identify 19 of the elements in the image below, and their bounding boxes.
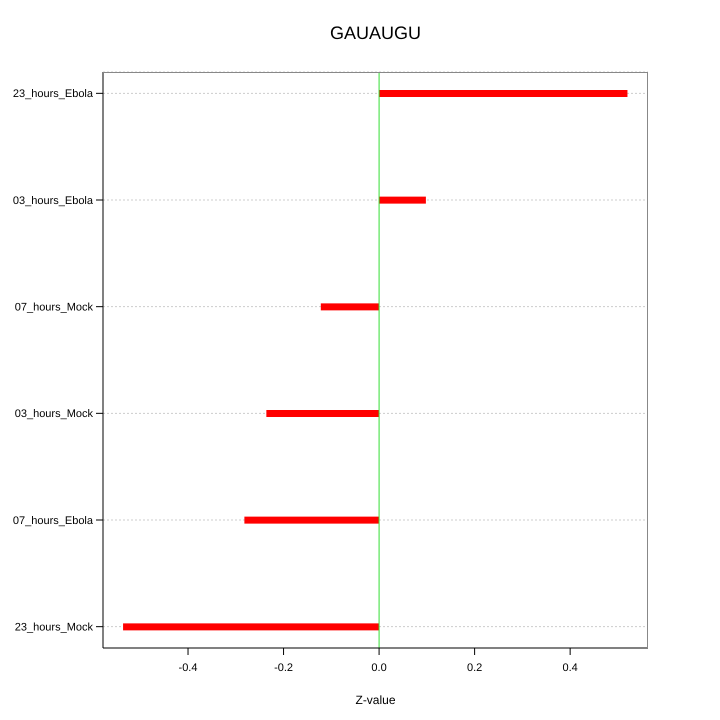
y-tick-label: 07_hours_Ebola — [12, 514, 94, 527]
x-tick-label: 0.4 — [562, 662, 578, 674]
x-tick-label: -0.2 — [274, 662, 294, 674]
y-tick-label: 07_hours_Mock — [14, 302, 94, 314]
y-tick-label: 03_hours_Mock — [14, 408, 94, 420]
y-tick-label: 23_hours_Ebola — [12, 88, 94, 100]
x-tick-label: 0.2 — [466, 662, 482, 674]
y-tick-label: 03_hours_Ebola — [12, 194, 94, 207]
bar — [244, 516, 380, 524]
chart-title: GAUAUGU — [328, 22, 422, 44]
x-axis-title: Z-value — [355, 693, 396, 707]
bar — [379, 90, 628, 97]
bar — [379, 196, 426, 204]
x-tick-label: -0.4 — [178, 662, 198, 674]
y-tick-label: 23_hours_Mock — [14, 622, 94, 634]
bar — [320, 303, 380, 310]
bar — [123, 623, 380, 630]
bar — [266, 410, 380, 417]
x-tick-label: 0.0 — [371, 662, 387, 674]
